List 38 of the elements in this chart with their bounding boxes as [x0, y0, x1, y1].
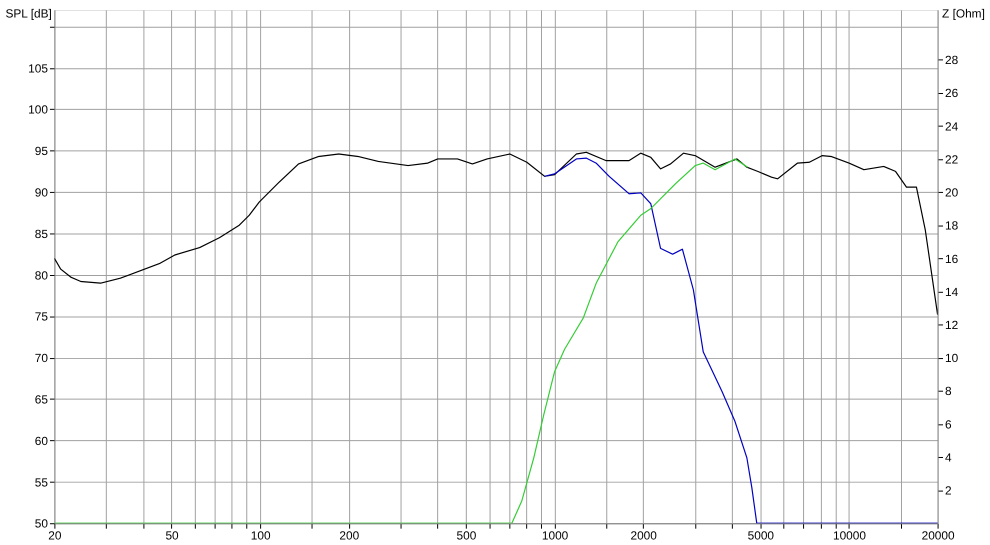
y-axis-title: SPL [dB] [5, 6, 52, 20]
y-tick-label: 85 [34, 226, 48, 241]
y2-tick-label: 18 [945, 218, 959, 233]
y2-tick-label: 4 [945, 450, 952, 464]
x-tick-label: 1000 [542, 528, 569, 543]
y-tick-label: 60 [34, 434, 48, 448]
y-tick-label: 75 [34, 310, 48, 324]
y2-tick-label: 6 [945, 417, 952, 432]
y-tick-label: 105 [28, 61, 48, 76]
y2-tick-label: 20 [945, 186, 959, 200]
y2-tick-label: 22 [945, 152, 958, 166]
y2-tick-label: 26 [945, 86, 959, 100]
x-tick-label: 50 [165, 528, 180, 543]
x-tick-label: 200 [339, 528, 360, 543]
x-tick-label: 2000 [630, 528, 658, 543]
y2-tick-label: 28 [945, 53, 959, 68]
x-tick-label: 500 [456, 528, 477, 543]
y-tick-label: 65 [34, 392, 48, 406]
y-tick-label: 50 [34, 516, 48, 531]
x-tick-label: 100 [250, 528, 271, 543]
y2-tick-label: 16 [945, 252, 959, 266]
y2-tick-label: 24 [945, 119, 959, 134]
y2-tick-label: 2 [945, 484, 952, 498]
y-tick-label: 90 [34, 186, 48, 200]
x-tick-label: 10000 [832, 528, 866, 543]
y-tick-label: 100 [28, 102, 48, 117]
y2-axis-title: Z [Ohm] [942, 6, 985, 20]
y2-tick-label: 14 [945, 284, 959, 299]
y2-tick-label: 12 [945, 318, 958, 332]
x-tick-label: 20000 [922, 528, 955, 543]
y2-tick-label: 10 [945, 351, 959, 366]
y-tick-label: 55 [34, 475, 48, 490]
y-tick-label: 95 [34, 144, 48, 158]
y-tick-label: 80 [34, 268, 48, 282]
x-tick-label: 5000 [748, 528, 774, 543]
x-tick-label: 20 [48, 528, 62, 543]
y-tick-label: 70 [34, 351, 48, 366]
y2-tick-label: 8 [945, 384, 952, 398]
